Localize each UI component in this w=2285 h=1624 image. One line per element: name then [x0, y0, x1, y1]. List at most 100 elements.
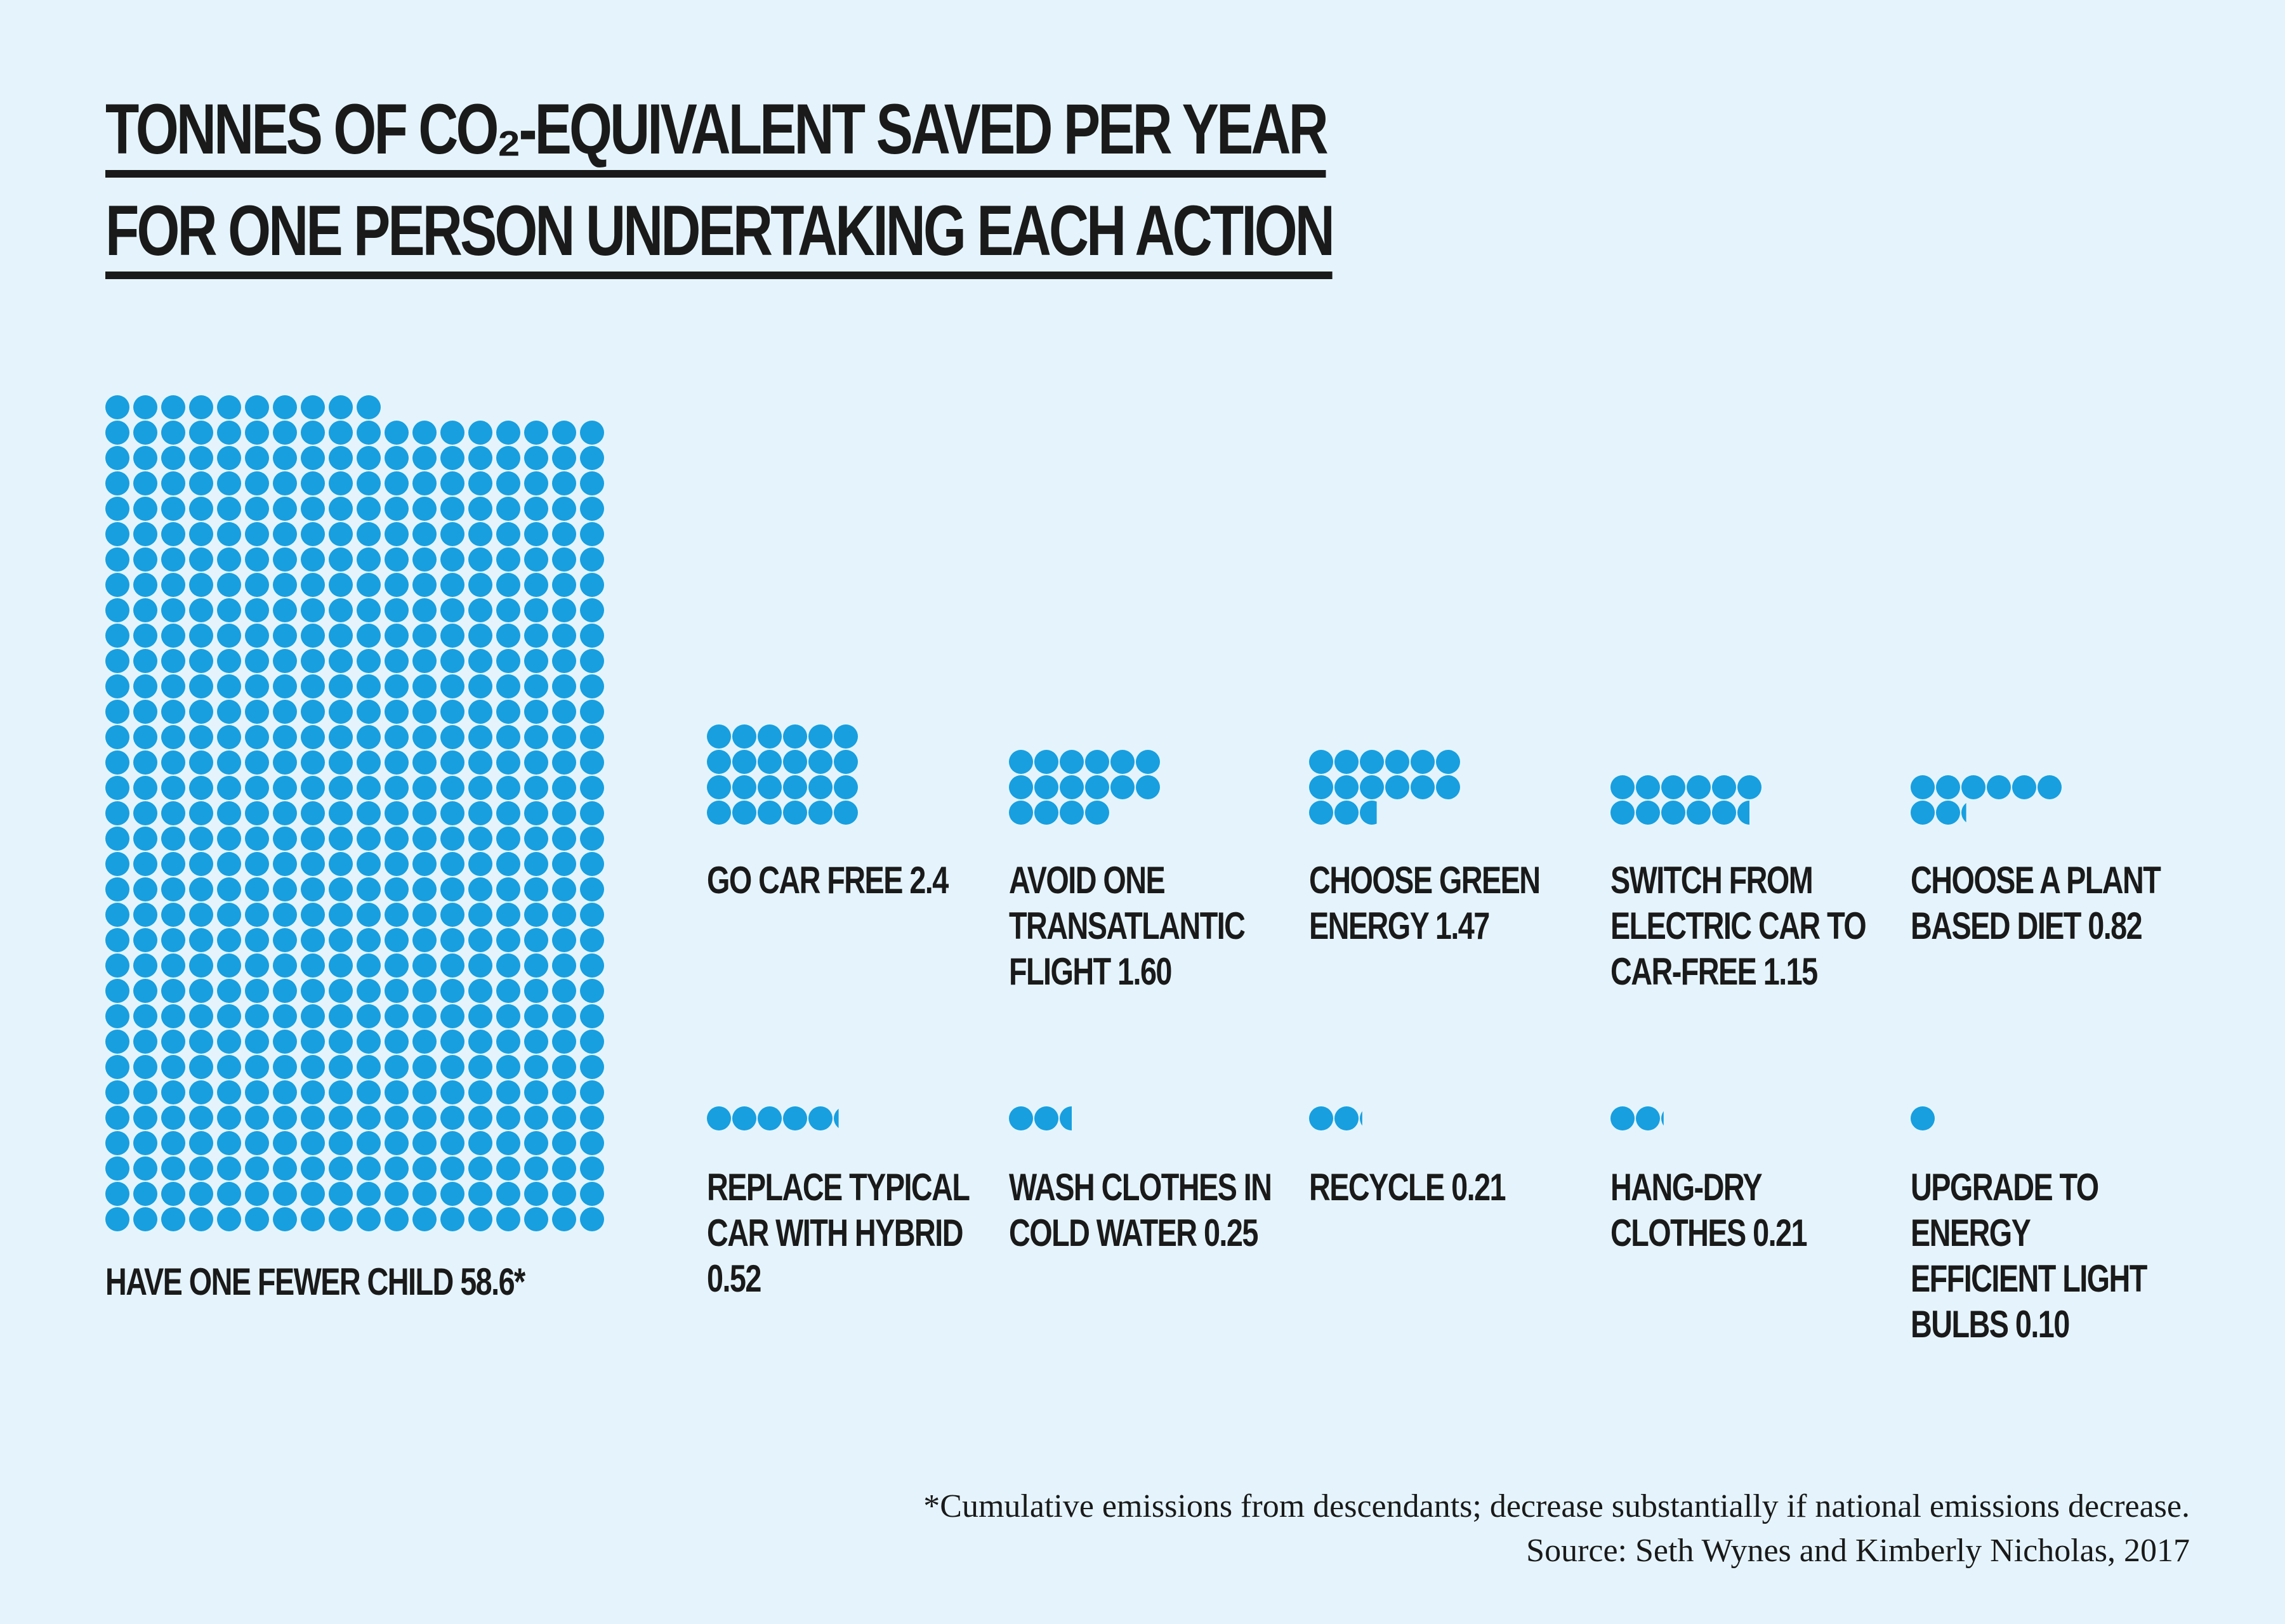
dot: [105, 421, 129, 445]
dot: [707, 775, 731, 799]
dot: [301, 1156, 325, 1181]
dot: [468, 801, 492, 825]
dot: [808, 724, 833, 749]
dot: [189, 1030, 213, 1054]
dot: [524, 776, 548, 800]
dot: [189, 725, 213, 749]
dot: [834, 724, 858, 749]
dot: [1009, 1106, 1033, 1130]
dot: [524, 827, 548, 851]
dot: [217, 801, 241, 825]
dot: [161, 852, 185, 876]
dot: [273, 522, 297, 546]
dot: [385, 953, 409, 978]
dot: [524, 725, 548, 749]
dot: [105, 700, 129, 724]
dot: [552, 1182, 576, 1206]
dot: [1661, 775, 1685, 799]
dot: [189, 928, 213, 952]
dot: [357, 598, 381, 622]
action-name: UPGRADE TO ENERGY EFFICIENT LIGHT BULBS: [1911, 1166, 2147, 1346]
dot: [496, 1131, 520, 1155]
dot: [1009, 750, 1033, 774]
action-name: AVOID ONE TRANSATLANTIC FLIGHT: [1009, 859, 1246, 993]
dot: [707, 801, 731, 825]
dot: [440, 598, 464, 622]
dot: [329, 1182, 353, 1206]
dot: [357, 827, 381, 851]
dot: [357, 1106, 381, 1130]
dot: [245, 624, 269, 648]
dot: [189, 1080, 213, 1104]
dot: [329, 827, 353, 851]
dot: [217, 953, 241, 978]
dot: [329, 674, 353, 698]
dot: [217, 1131, 241, 1155]
action-label: AVOID ONE TRANSATLANTIC FLIGHT 1.60: [1009, 858, 1276, 995]
dot: [412, 1080, 437, 1104]
title-line: TONNES OF CO₂-EQUIVALENT SAVED PER YEAR: [105, 89, 1329, 178]
dot: [301, 446, 325, 470]
dot: [758, 1106, 782, 1130]
dot: [329, 1106, 353, 1130]
dot: [189, 979, 213, 1003]
action-name: WASH CLOTHES IN COLD WATER: [1009, 1166, 1272, 1254]
action-label: CHOOSE A PLANT BASED DIET 0.82: [1911, 858, 2178, 949]
dot: [758, 724, 782, 749]
dot: [496, 497, 520, 521]
dot: [245, 649, 269, 673]
dot: [385, 827, 409, 851]
dot: [161, 953, 185, 978]
dot: [217, 1055, 241, 1079]
dot: [273, 1182, 297, 1206]
dot: [496, 547, 520, 572]
dot: [412, 674, 437, 698]
dot: [189, 1182, 213, 1206]
dot: [1636, 1106, 1660, 1130]
dot: [105, 1004, 129, 1028]
dot: [1911, 801, 1935, 825]
dot: [105, 1131, 129, 1155]
dot: [133, 471, 157, 495]
dot: [329, 928, 353, 952]
dot: [189, 522, 213, 546]
dot: [1334, 775, 1359, 799]
dot: [273, 1207, 297, 1231]
dot: [468, 928, 492, 952]
dot: [105, 446, 129, 470]
dot: [1436, 750, 1460, 774]
dot: [105, 928, 129, 952]
dot: [217, 598, 241, 622]
dot: [385, 1080, 409, 1104]
dot: [707, 724, 731, 749]
dot: [357, 776, 381, 800]
dot: [468, 598, 492, 622]
dot: [440, 700, 464, 724]
dot: [732, 801, 756, 825]
dot: [245, 522, 269, 546]
dot: [301, 1030, 325, 1054]
dot: [385, 928, 409, 952]
dot: [105, 776, 129, 800]
dot: [468, 1207, 492, 1231]
action-name: CHOOSE GREEN ENERGY: [1309, 859, 1541, 947]
dot: [412, 877, 437, 901]
dot: [385, 547, 409, 572]
dot: [273, 573, 297, 597]
dot: [357, 700, 381, 724]
dot: [468, 573, 492, 597]
dot: [357, 1030, 381, 1054]
dot: [273, 953, 297, 978]
dot: [496, 953, 520, 978]
dot: [189, 1207, 213, 1231]
dot: [301, 674, 325, 698]
dot: [133, 852, 157, 876]
dot: [133, 395, 157, 419]
dot: [245, 827, 269, 851]
dot: [1687, 801, 1711, 825]
dot: [524, 700, 548, 724]
dot: [357, 674, 381, 698]
dot: [301, 1207, 325, 1231]
dot: [552, 674, 576, 698]
dot: [189, 674, 213, 698]
